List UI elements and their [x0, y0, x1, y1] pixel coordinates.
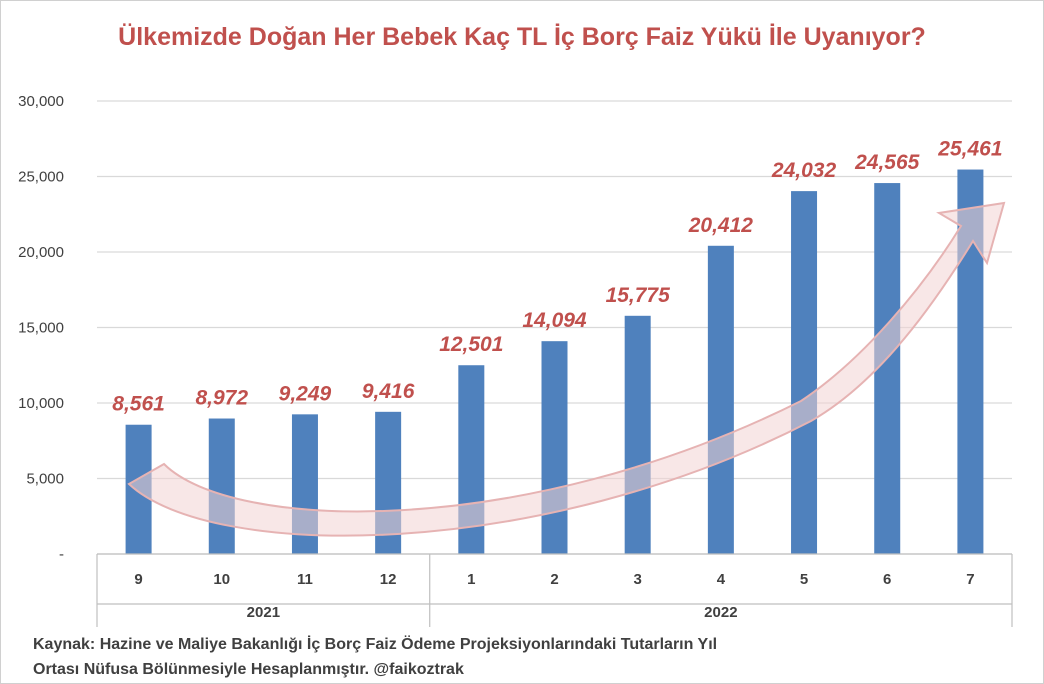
x-tick-label: 11	[297, 571, 313, 588]
data-label: 9,416	[362, 380, 415, 403]
bar	[541, 341, 568, 554]
data-labels: 8,561 8,972 9,249 9,416 12,501 14,094 15,775 20…	[112, 138, 1002, 416]
x-tick-label: 9	[134, 571, 142, 588]
chart-title: Ülkemizde Doğan Her Bebek Kaç TL İç Borç…	[118, 22, 926, 51]
data-label: 25,461	[937, 138, 1002, 161]
x-tick-label: 5	[800, 571, 808, 588]
source-note: Kaynak: Hazine ve Maliye Bakanlığı İç Bo…	[33, 632, 893, 682]
x-tick-label: 4	[717, 571, 726, 588]
y-tick-label: -	[59, 546, 64, 563]
bar	[624, 315, 651, 554]
x-tick-label: 7	[966, 571, 974, 588]
x-tick-label: 12	[380, 571, 397, 588]
x-tick-label: 3	[634, 571, 642, 588]
y-tick-label: 25,000	[18, 169, 64, 186]
bar	[707, 245, 734, 554]
y-tick-label: 15,000	[18, 320, 64, 337]
data-label: 24,565	[854, 151, 920, 174]
y-tick-label: 30,000	[18, 93, 64, 110]
data-label: 12,501	[439, 333, 503, 356]
source-note-line-1: Kaynak: Hazine ve Maliye Bakanlığı İç Bo…	[33, 636, 718, 653]
y-tick-label: 20,000	[18, 244, 64, 261]
data-label: 9,249	[279, 382, 332, 405]
x-group-label: 2021	[247, 604, 280, 621]
trend-arrow-shape	[127, 201, 1006, 537]
y-tick-label: 5,000	[26, 471, 64, 488]
x-group-label: 2022	[704, 604, 737, 621]
bar	[791, 191, 818, 554]
x-tick-label: 6	[883, 571, 891, 588]
data-label: 15,775	[606, 284, 671, 307]
data-label: 14,094	[522, 309, 587, 332]
bar	[208, 418, 235, 554]
data-label: 24,032	[771, 159, 837, 182]
source-note-line-2: Ortası Nüfusa Bölünmesiyle Hesaplanmıştı…	[33, 661, 464, 678]
x-tick-label: 2	[550, 571, 558, 588]
x-tick-label: 1	[467, 571, 475, 588]
data-label: 8,972	[195, 387, 248, 410]
data-label: 8,561	[112, 393, 165, 416]
y-axis-ticks: - 5,000 10,000 15,000 20,000 25,000 30,000	[18, 93, 64, 563]
y-tick-label: 10,000	[18, 395, 64, 412]
data-label: 20,412	[688, 214, 754, 237]
x-tick-label: 10	[213, 571, 230, 588]
trend-arrow	[127, 201, 1006, 537]
